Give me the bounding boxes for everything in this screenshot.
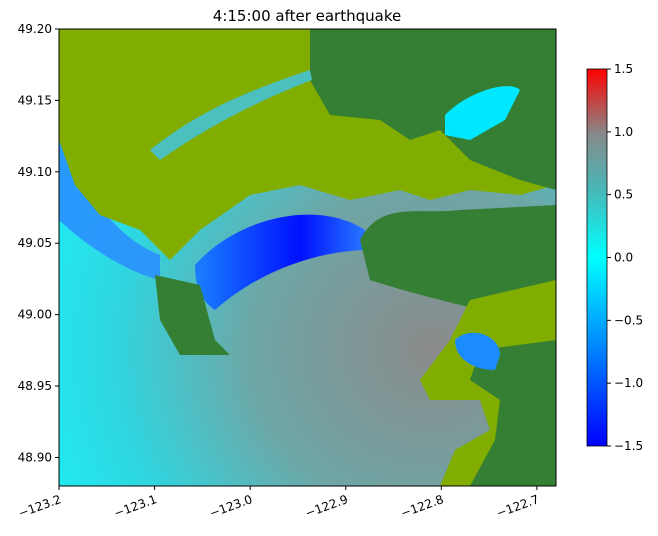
plot-frame <box>58 28 557 487</box>
colorbar <box>586 68 608 447</box>
x-tick-label: −122.7 <box>494 492 541 520</box>
colorbar-tick-label: 0.0 <box>614 251 633 265</box>
land-highland-ne <box>310 29 556 190</box>
plot-area <box>59 29 556 486</box>
y-tick-label: 49.20 <box>18 22 52 36</box>
x-tick-label: −122.8 <box>399 492 446 520</box>
bay-water-ne <box>445 86 520 140</box>
colorbar-tick-label: 1.0 <box>614 125 633 139</box>
colorbar-tick-label: 0.5 <box>614 188 633 202</box>
western-trough <box>59 140 160 280</box>
colorbar-tick-label: 1.5 <box>614 62 633 76</box>
y-axis: 48.90 48.95 49.00 49.05 49.10 49.15 49.20 <box>18 22 59 464</box>
y-tick-label: 49.05 <box>18 236 52 250</box>
x-tick-label: −123.0 <box>208 492 255 520</box>
chart-title: 4:15:00 after earthquake <box>213 7 401 25</box>
x-tick-label: −123.2 <box>17 492 64 520</box>
y-tick-label: 49.10 <box>18 165 52 179</box>
y-tick-label: 48.90 <box>18 450 52 464</box>
x-tick-label: −122.9 <box>303 492 350 520</box>
bay-water-e <box>455 332 500 370</box>
land-point-roberts <box>155 275 230 355</box>
central-trough <box>195 214 370 310</box>
colorbar-tick-label: −0.5 <box>614 313 643 327</box>
y-tick-label: 49.00 <box>18 308 52 322</box>
x-axis: −123.2 −123.1 −123.0 −122.9 −122.8 −122.7 <box>17 486 541 520</box>
y-tick-label: 48.95 <box>18 379 52 393</box>
colorbar-axis: −1.5 −1.0 −0.5 0.0 0.5 1.0 1.5 <box>607 62 643 453</box>
colorbar-tick-label: −1.0 <box>614 376 643 390</box>
colorbar-tick-label: −1.5 <box>614 439 643 453</box>
x-tick-label: −123.1 <box>112 492 159 520</box>
y-tick-label: 49.15 <box>18 93 52 107</box>
land-se-hills <box>470 340 556 486</box>
river-channel <box>150 70 312 160</box>
